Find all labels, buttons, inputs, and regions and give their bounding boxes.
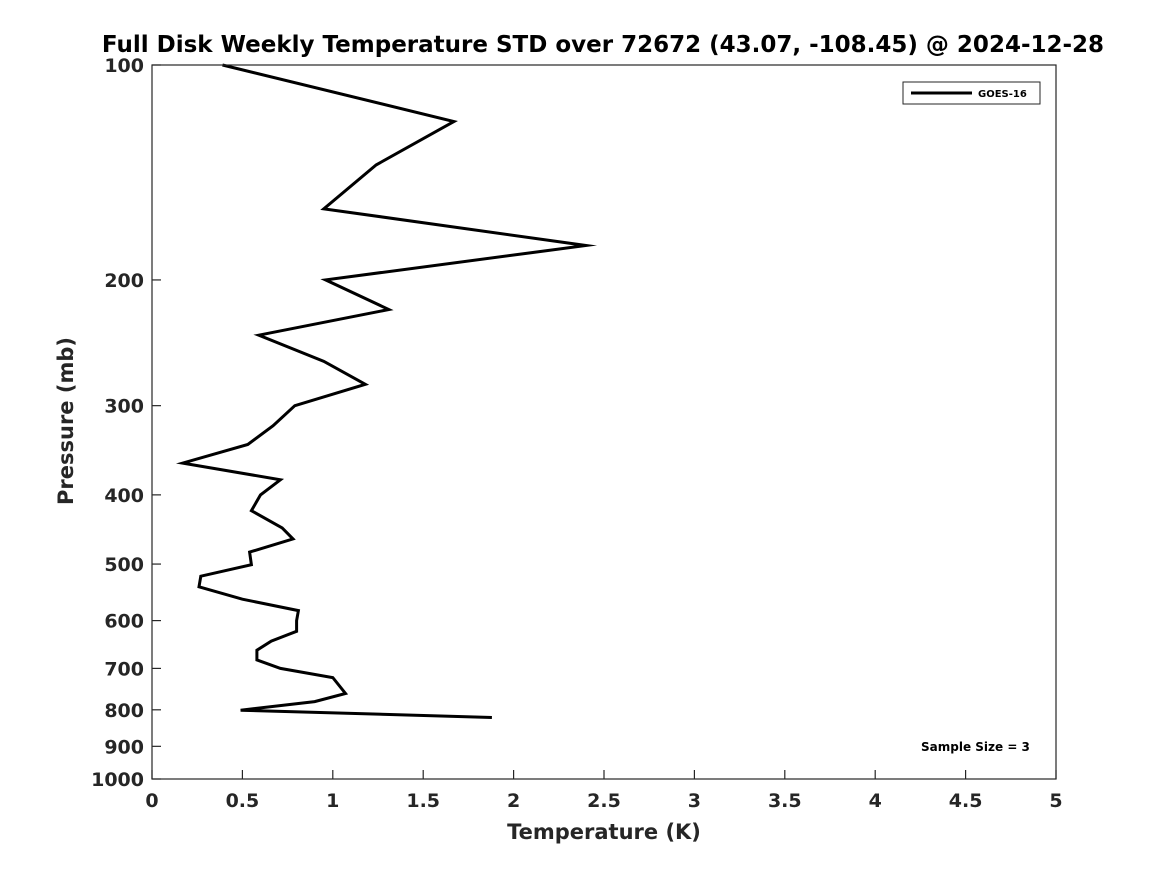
y-tick-label: 700 — [104, 658, 144, 680]
y-tick-label: 600 — [104, 611, 144, 633]
legend-label-goes-16: GOES-16 — [978, 89, 1027, 100]
x-axis-label: Temperature (K) — [507, 820, 701, 844]
x-tick-label: 4 — [869, 790, 882, 812]
plot-frame — [151, 64, 1057, 780]
y-tick-label: 500 — [104, 554, 144, 576]
y-tick-label: 1000 — [91, 769, 144, 791]
legend: GOES-16 — [902, 81, 1041, 105]
x-tick-label: 0 — [145, 790, 158, 812]
x-tick-label: 2.5 — [587, 790, 621, 812]
y-tick-label: 800 — [104, 700, 144, 722]
x-tick-label: 3.5 — [768, 790, 802, 812]
x-tick-label: 1 — [326, 790, 339, 812]
y-tick-label: 100 — [104, 55, 144, 77]
y-tick-label: 200 — [104, 270, 144, 292]
y-axis-label: Pressure (mb) — [54, 337, 78, 505]
y-tick-label: 400 — [104, 485, 144, 507]
chart-title: Full Disk Weekly Temperature STD over 72… — [102, 32, 1104, 58]
x-tick-label: 5 — [1049, 790, 1062, 812]
sample-size-annotation: Sample Size = 3 — [921, 740, 1030, 754]
y-tick-label: 300 — [104, 396, 144, 418]
x-tick-label: 3 — [688, 790, 701, 812]
y-tick-label: 900 — [104, 736, 144, 758]
x-tick-label: 2 — [507, 790, 520, 812]
x-tick-label: 4.5 — [949, 790, 983, 812]
x-tick-label: 1.5 — [406, 790, 440, 812]
series-line-goes-16 — [175, 63, 598, 719]
x-tick-label: 0.5 — [226, 790, 260, 812]
